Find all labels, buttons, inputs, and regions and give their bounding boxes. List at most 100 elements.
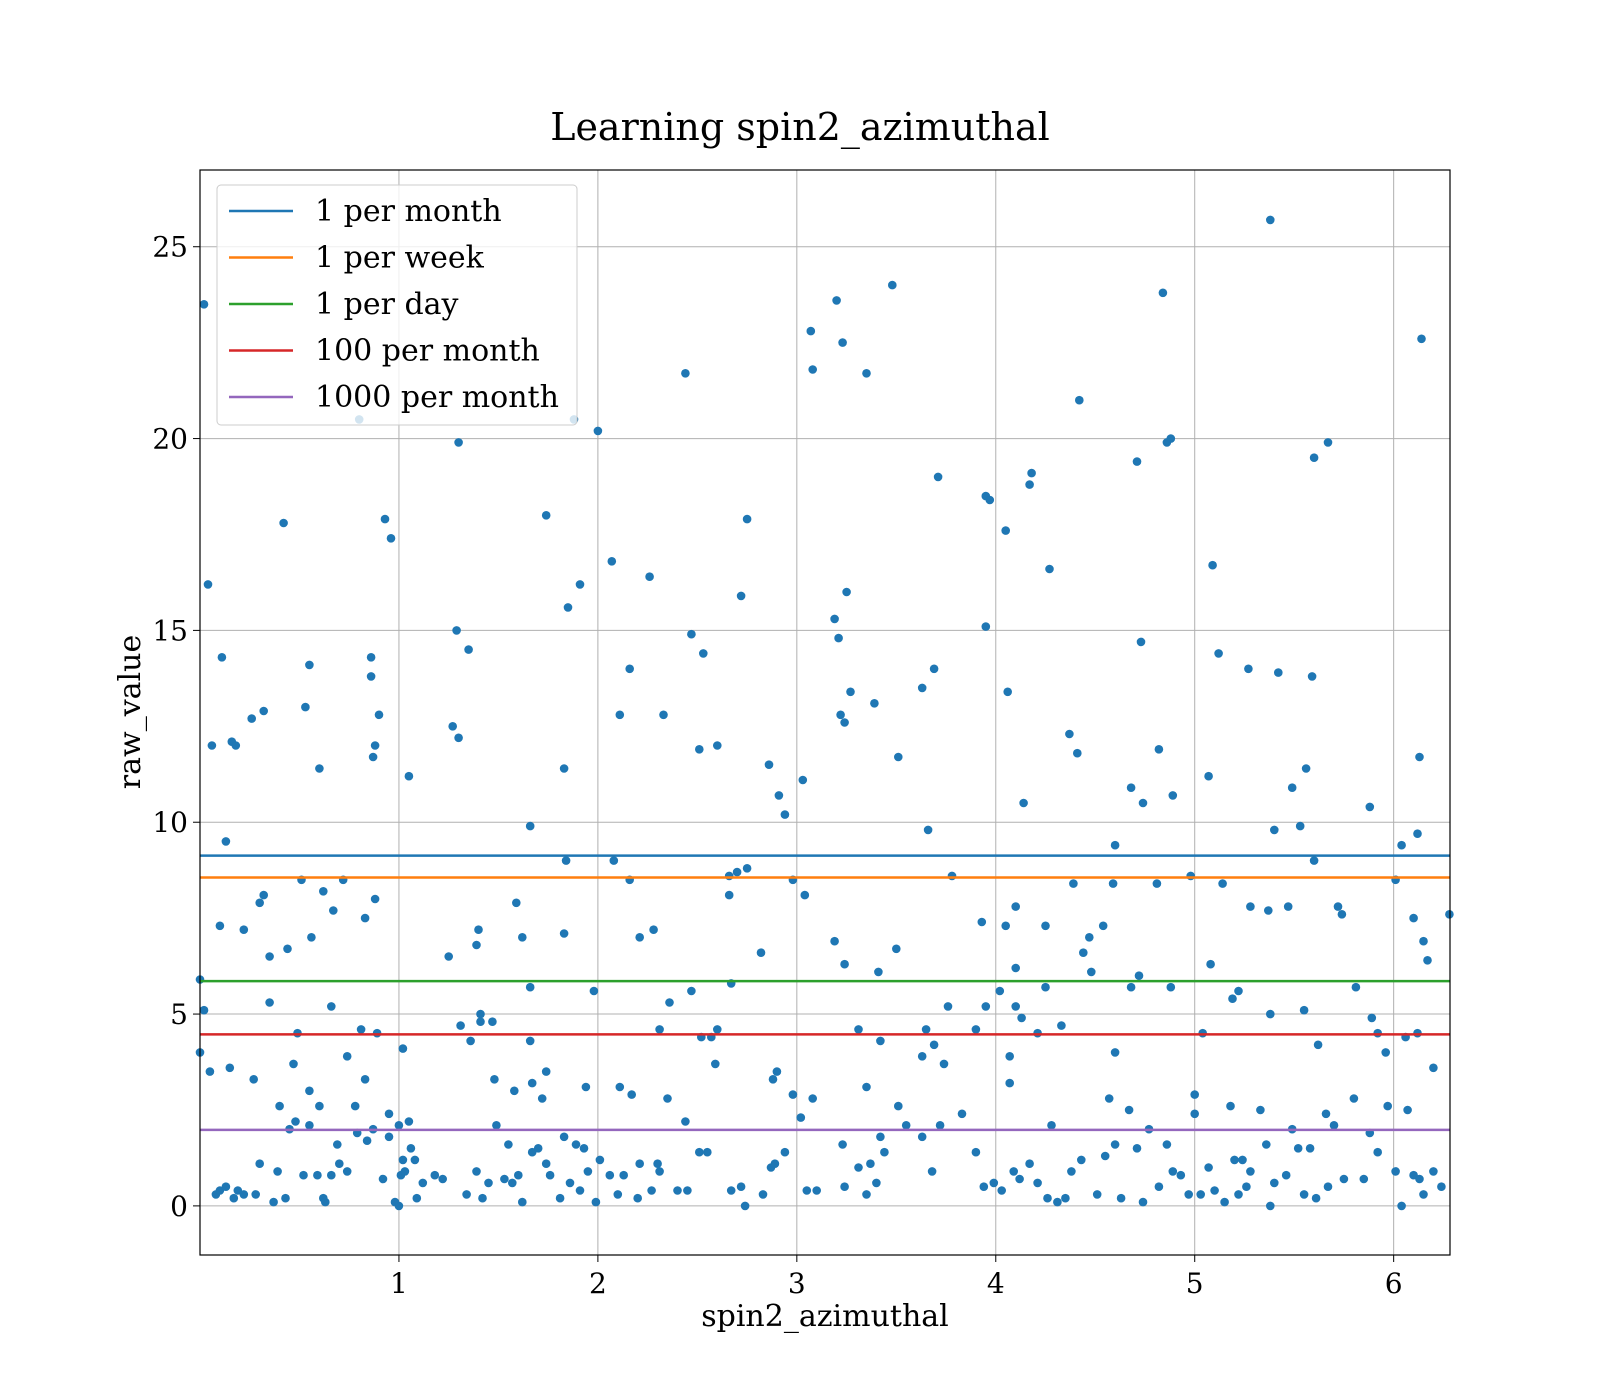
- data-point: [736, 591, 746, 601]
- data-point: [579, 1144, 589, 1153]
- data-point: [780, 1147, 790, 1157]
- data-point: [595, 1155, 605, 1165]
- data-point: [995, 986, 1005, 996]
- data-point: [1234, 986, 1243, 996]
- data-point: [659, 710, 668, 720]
- data-point: [1184, 1190, 1193, 1199]
- data-point: [615, 710, 625, 720]
- data-point: [533, 1144, 543, 1153]
- data-point: [627, 1090, 636, 1099]
- data-point: [394, 1201, 404, 1211]
- x-tick-label: 3: [788, 1267, 806, 1300]
- data-point: [796, 1113, 806, 1122]
- data-point: [452, 626, 461, 635]
- data-point: [342, 1052, 352, 1061]
- data-point: [1323, 438, 1333, 447]
- data-point: [713, 741, 722, 750]
- data-point: [1015, 1174, 1024, 1184]
- data-point: [1437, 1182, 1446, 1191]
- data-point: [221, 837, 231, 846]
- data-point: [1242, 1182, 1251, 1191]
- data-point: [1061, 1193, 1070, 1203]
- data-point: [830, 936, 839, 946]
- data-point: [921, 1025, 931, 1034]
- data-point: [1110, 1140, 1120, 1149]
- data-point: [561, 856, 571, 865]
- data-point: [454, 733, 463, 743]
- data-point: [917, 1052, 927, 1061]
- data-point: [199, 300, 209, 309]
- data-point: [1373, 1147, 1382, 1157]
- data-point: [1126, 783, 1136, 792]
- data-point: [732, 867, 742, 877]
- data-point: [977, 917, 987, 927]
- data-point: [514, 1170, 523, 1180]
- data-point: [957, 1109, 967, 1119]
- data-point: [1001, 921, 1010, 931]
- data-point: [917, 1132, 927, 1142]
- data-point: [525, 821, 535, 831]
- data-point: [1266, 1009, 1275, 1019]
- data-point: [1005, 1078, 1014, 1088]
- data-point: [876, 1036, 885, 1046]
- data-point: [350, 1101, 360, 1111]
- data-point: [812, 1186, 821, 1195]
- data-point: [1397, 840, 1406, 850]
- data-point: [1162, 1140, 1172, 1149]
- data-point: [854, 1025, 863, 1034]
- data-point: [1196, 1190, 1205, 1199]
- data-point: [1073, 748, 1082, 758]
- data-point: [239, 1190, 249, 1199]
- data-point: [1098, 921, 1108, 931]
- data-point: [1381, 1048, 1390, 1057]
- data-point: [736, 1182, 746, 1191]
- data-point: [1419, 936, 1428, 946]
- data-point: [981, 622, 991, 631]
- data-point: [836, 710, 845, 720]
- legend-box: [216, 184, 578, 426]
- data-point: [681, 369, 690, 378]
- data-point: [981, 1002, 991, 1011]
- data-point: [1419, 1190, 1428, 1199]
- data-point: [724, 871, 734, 881]
- data-point: [1270, 1178, 1279, 1188]
- data-point: [472, 940, 481, 950]
- data-point: [1204, 1163, 1213, 1172]
- y-tick-label: 15: [152, 614, 188, 647]
- data-point: [798, 775, 808, 785]
- data-point: [265, 952, 274, 961]
- y-tick-label: 20: [152, 423, 188, 456]
- data-point: [307, 933, 316, 942]
- data-point: [943, 1002, 953, 1011]
- data-point: [971, 1025, 981, 1034]
- data-point: [979, 1182, 989, 1191]
- x-axis-label: spin2_azimuthal: [701, 1299, 949, 1334]
- data-point: [901, 1121, 911, 1130]
- data-point: [713, 1025, 722, 1034]
- data-point: [917, 683, 927, 693]
- data-point: [541, 511, 551, 520]
- data-point: [492, 1121, 501, 1130]
- data-point: [1281, 1170, 1291, 1180]
- data-point: [971, 1147, 981, 1157]
- data-point: [742, 864, 752, 873]
- data-point: [500, 1174, 509, 1184]
- data-point: [607, 557, 617, 566]
- y-tick-label: 0: [170, 1190, 188, 1223]
- data-point: [1266, 215, 1275, 225]
- data-point: [327, 1002, 336, 1011]
- data-point: [1104, 1094, 1114, 1103]
- data-point: [305, 660, 314, 670]
- x-tick-label: 4: [987, 1267, 1005, 1300]
- data-point: [872, 1178, 881, 1188]
- data-point: [575, 1186, 585, 1195]
- data-point: [1323, 1182, 1333, 1191]
- data-point: [283, 944, 292, 954]
- data-point: [724, 890, 734, 900]
- data-point: [1230, 1155, 1239, 1165]
- data-point: [838, 1140, 847, 1149]
- data-point: [456, 1021, 465, 1030]
- data-point: [1190, 1090, 1199, 1099]
- data-point: [1339, 1174, 1349, 1184]
- data-point: [1075, 395, 1084, 405]
